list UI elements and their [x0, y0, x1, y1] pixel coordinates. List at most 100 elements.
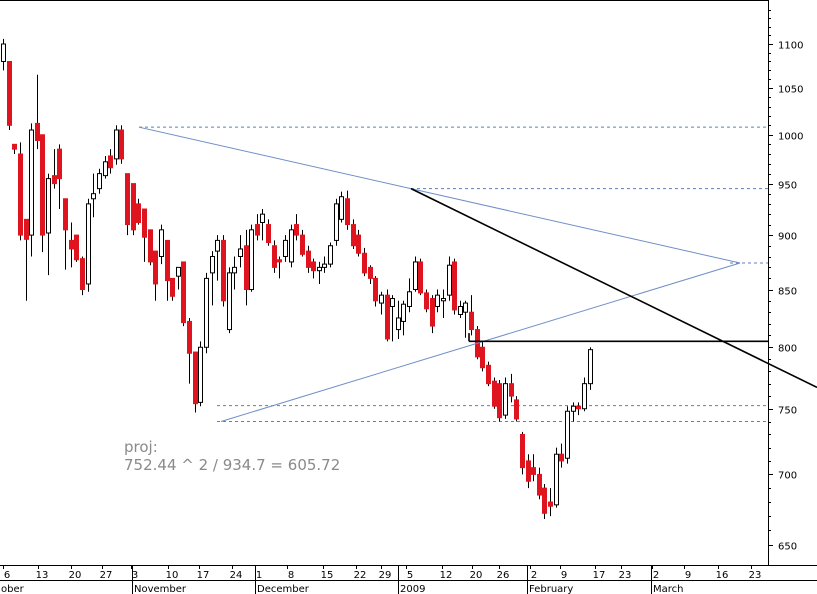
candle-body-down	[80, 258, 85, 291]
candle	[385, 289, 390, 342]
candle-body-up	[407, 291, 412, 307]
candle	[289, 224, 294, 268]
candle-body-up	[86, 203, 91, 285]
candle	[125, 173, 130, 236]
candle	[503, 377, 508, 419]
candle-body-down	[272, 245, 277, 268]
candle	[181, 261, 186, 327]
candle-body-up	[159, 229, 164, 258]
x-tick-label: 23	[619, 570, 632, 581]
trendlines-group	[138, 126, 817, 422]
candle	[221, 235, 226, 307]
candle	[322, 256, 327, 273]
month-label: March	[653, 584, 683, 594]
candle-body-up	[582, 383, 587, 410]
y-tick-label: 1000	[778, 132, 803, 143]
y-tick-label: 750	[778, 406, 797, 417]
x-tick-label: 1	[256, 570, 262, 581]
candle	[283, 235, 288, 262]
candle	[12, 143, 17, 155]
candle	[373, 276, 378, 307]
candle	[497, 379, 502, 422]
trendline	[410, 187, 817, 389]
candle	[351, 219, 356, 249]
candle-body-up	[554, 453, 559, 506]
candle	[215, 235, 220, 281]
candle-body-up	[204, 277, 209, 348]
x-tick-label: 29	[379, 570, 392, 581]
candle	[492, 377, 497, 409]
candle	[542, 483, 547, 519]
candle-body-down	[306, 250, 311, 268]
candle-body-down	[142, 208, 147, 238]
candle	[24, 218, 29, 301]
candle-body-down	[537, 473, 542, 496]
candle-body-up	[210, 256, 215, 274]
candle	[401, 300, 406, 336]
candle	[435, 289, 440, 313]
candle	[362, 247, 367, 277]
candle-body-up	[503, 383, 508, 416]
candle	[520, 431, 525, 475]
candle-body-down	[153, 250, 158, 285]
y-tick-label: 900	[778, 232, 797, 243]
candle-body-up	[447, 264, 452, 296]
candle	[339, 191, 344, 223]
support-resistance-lines	[139, 126, 768, 423]
x-tick-label: 9	[561, 570, 567, 581]
candle	[136, 198, 141, 225]
candle	[204, 272, 209, 354]
candle	[576, 402, 581, 416]
candle	[7, 60, 12, 131]
candle-body-down	[40, 134, 45, 236]
candle-body-up	[238, 248, 243, 258]
x-tick-label: 20	[470, 570, 483, 581]
x-tick-label: 10	[166, 570, 179, 581]
candle	[548, 488, 553, 517]
candle-body-down	[548, 501, 553, 507]
month-label: November	[134, 584, 187, 594]
month-label: 2009	[400, 584, 425, 594]
candle-body-up	[215, 239, 220, 252]
candle-body-down	[7, 60, 12, 126]
candle	[187, 317, 192, 384]
candle-body-up	[91, 193, 96, 200]
candle-body-up	[46, 178, 51, 234]
x-tick-label: 9	[685, 570, 691, 581]
candle	[52, 149, 57, 189]
candle	[159, 224, 164, 265]
candle-body-down	[345, 198, 350, 226]
candle-body-down	[362, 252, 367, 274]
candle-body-up	[565, 410, 570, 459]
candle	[170, 277, 175, 301]
candle-body-down	[526, 460, 531, 482]
candle-body-down	[520, 433, 525, 469]
candle-body-down	[57, 148, 62, 180]
candle-body-down	[351, 224, 356, 247]
candle	[554, 447, 559, 508]
candle	[396, 300, 401, 339]
candle-body-up	[413, 261, 418, 291]
x-tick-label: 5	[407, 570, 413, 581]
month-label: February	[529, 584, 573, 594]
candle-body-up	[97, 173, 102, 190]
candle-body-up	[458, 305, 463, 316]
candle-body-down	[193, 351, 198, 405]
candle-body-down	[277, 259, 282, 263]
candle-body-up	[396, 317, 401, 331]
candle-body-up	[249, 229, 254, 291]
x-tick-label: 17	[593, 570, 606, 581]
x-tick-label: 27	[100, 570, 113, 581]
candle-body-up	[588, 349, 593, 385]
candle-body-up	[114, 129, 119, 160]
candle-body-down	[181, 261, 186, 324]
candle-body-down	[486, 364, 491, 385]
x-tick-label: 13	[36, 570, 49, 581]
candle-body-down	[266, 224, 271, 244]
candle	[356, 229, 361, 257]
x-tick-label: 17	[197, 570, 210, 581]
candle-body-down	[35, 122, 40, 141]
candle	[447, 256, 452, 301]
candle	[63, 198, 68, 270]
